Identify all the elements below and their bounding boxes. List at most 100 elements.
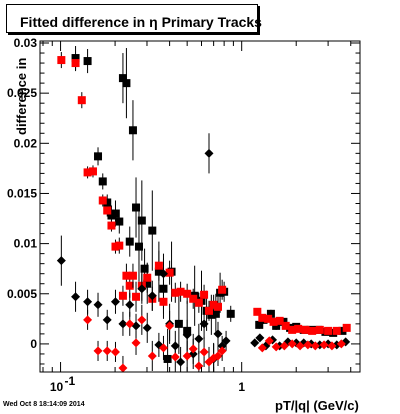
data-point: [207, 310, 216, 319]
data-point: [158, 269, 168, 279]
data-point: [128, 271, 137, 280]
data-point: [332, 326, 341, 335]
data-point: [271, 342, 281, 352]
data-point: [170, 352, 180, 362]
data-point: [125, 281, 134, 290]
data-point: [93, 346, 103, 356]
data-point: [209, 300, 218, 309]
data-point: [257, 343, 267, 353]
data-point: [189, 294, 198, 303]
data-point: [154, 261, 163, 270]
data-point: [258, 313, 267, 322]
data-point: [266, 309, 275, 318]
chart-title: Fitted difference in η Primary Tracks: [20, 14, 262, 30]
data-point: [217, 346, 227, 356]
data-point: [125, 237, 134, 246]
data-point: [310, 341, 320, 351]
data-point: [182, 330, 192, 340]
data-point: [303, 340, 313, 350]
data-point: [211, 309, 220, 318]
data-point: [279, 341, 289, 351]
data-point: [226, 309, 235, 318]
data-point: [137, 284, 147, 294]
y-tick-label: 0: [30, 337, 37, 351]
data-point: [250, 338, 260, 348]
data-point: [174, 319, 183, 328]
y-axis-label: difference in: [14, 57, 29, 135]
data-point: [118, 363, 128, 373]
data-point: [294, 324, 303, 333]
marks-layer: [56, 46, 351, 373]
data-point: [115, 241, 124, 250]
series-2: [56, 133, 351, 372]
data-point: [132, 292, 141, 301]
series-3: [83, 304, 346, 373]
data-point: [131, 338, 141, 348]
data-point: [110, 347, 120, 357]
data-point: [301, 325, 310, 334]
y-tick-label: 0.03: [14, 36, 38, 50]
data-point: [125, 319, 135, 329]
data-point: [148, 226, 157, 235]
data-point: [194, 298, 203, 307]
data-point: [272, 321, 281, 330]
data-point: [218, 285, 227, 294]
data-point: [83, 57, 92, 66]
data-point: [338, 326, 347, 335]
data-point: [295, 341, 305, 351]
data-point: [107, 221, 116, 230]
data-point: [147, 291, 157, 301]
data-point: [102, 315, 112, 325]
data-point: [194, 334, 204, 344]
data-point: [199, 347, 209, 357]
y-tick-label: 0.025: [7, 86, 37, 100]
y-tick-label: 0.005: [7, 287, 37, 301]
data-point: [275, 316, 284, 325]
axis-layer: 0 0.005 0.01 0.015 0.02 0.025 0.03 10 -1 1: [7, 36, 360, 394]
data-point: [213, 351, 223, 361]
data-point: [327, 341, 337, 351]
data-point: [143, 273, 152, 282]
data-point: [255, 333, 265, 343]
y-tick-label: 0.02: [14, 136, 38, 150]
data-point: [269, 317, 278, 326]
data-point: [122, 271, 131, 280]
data-point: [132, 203, 141, 212]
data-point: [111, 209, 120, 218]
data-point: [264, 314, 273, 323]
data-point: [176, 287, 185, 296]
data-point: [165, 321, 175, 331]
data-point: [183, 289, 192, 298]
data-point: [71, 292, 81, 302]
series-0: [71, 46, 347, 372]
data-point: [221, 336, 231, 346]
data-point: [204, 148, 214, 158]
data-point: [137, 216, 146, 225]
y-tick-label: 0.01: [14, 237, 38, 251]
data-point: [94, 152, 103, 161]
data-point: [142, 323, 152, 333]
data-point: [77, 96, 86, 105]
data-point: [103, 198, 112, 207]
data-point: [214, 302, 223, 311]
data-point: [83, 297, 93, 307]
x-axis-label: pT/|q| (GeV/c): [275, 398, 359, 413]
data-point: [315, 325, 324, 334]
data-point: [103, 206, 112, 215]
data-point: [102, 346, 112, 356]
data-point: [324, 326, 333, 335]
data-point: [288, 325, 297, 334]
data-point: [308, 326, 317, 335]
data-point: [118, 291, 127, 300]
data-point: [93, 300, 103, 310]
data-point: [115, 217, 124, 226]
series-1: [57, 52, 351, 335]
data-point: [255, 320, 264, 329]
data-point: [336, 339, 346, 349]
data-point: [110, 297, 120, 307]
data-point: [118, 319, 128, 329]
x-tick-label: 1: [238, 380, 245, 394]
data-point: [122, 79, 131, 88]
